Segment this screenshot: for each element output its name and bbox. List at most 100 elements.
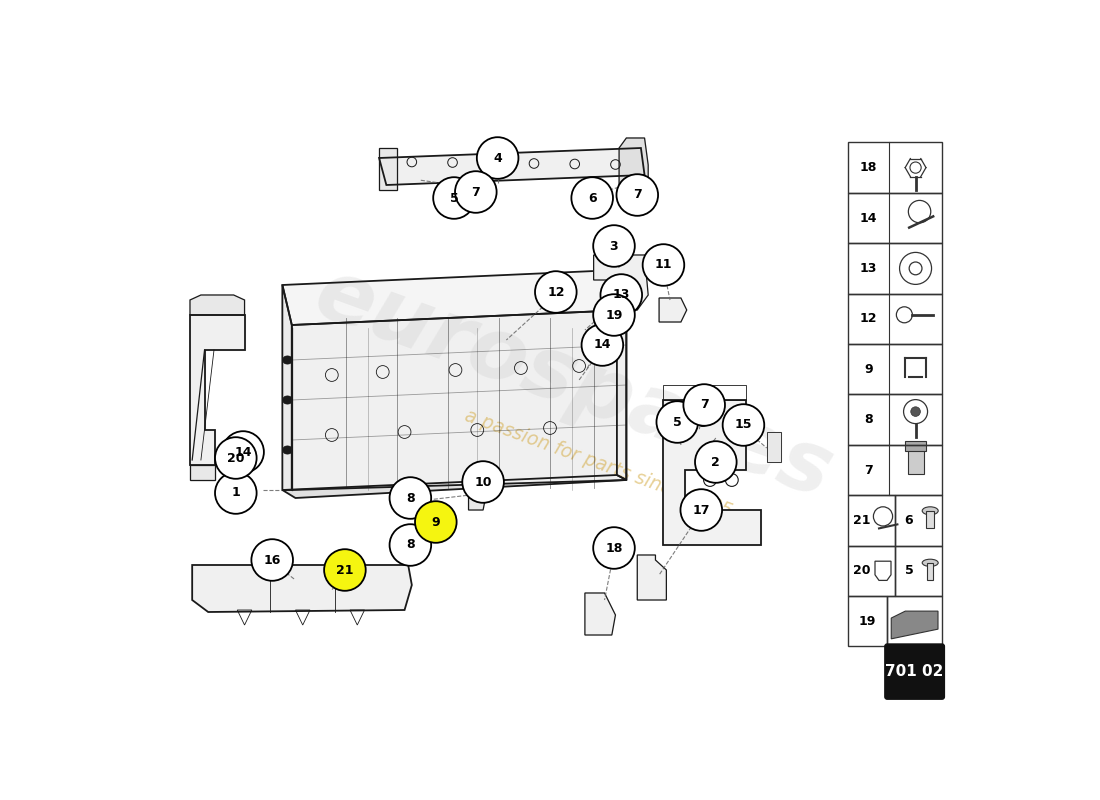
Circle shape bbox=[283, 356, 290, 364]
Polygon shape bbox=[379, 148, 397, 190]
Text: 8: 8 bbox=[406, 491, 415, 505]
Text: 6: 6 bbox=[904, 514, 913, 527]
Circle shape bbox=[462, 461, 504, 503]
Polygon shape bbox=[617, 270, 626, 480]
Polygon shape bbox=[662, 400, 761, 545]
Text: 4: 4 bbox=[493, 151, 502, 165]
Circle shape bbox=[433, 178, 475, 218]
Text: 15: 15 bbox=[735, 418, 752, 431]
Text: 6: 6 bbox=[587, 191, 596, 205]
Polygon shape bbox=[283, 285, 292, 490]
Polygon shape bbox=[283, 270, 626, 325]
Ellipse shape bbox=[922, 507, 938, 515]
Text: 10: 10 bbox=[474, 475, 492, 489]
Bar bbox=[905, 442, 926, 451]
Bar bbox=[848, 546, 894, 596]
Text: 14: 14 bbox=[594, 338, 612, 351]
Circle shape bbox=[571, 178, 613, 218]
Text: 7: 7 bbox=[632, 189, 641, 202]
Bar bbox=[927, 562, 934, 580]
Bar bbox=[908, 448, 924, 474]
Polygon shape bbox=[637, 555, 667, 600]
Polygon shape bbox=[659, 298, 686, 322]
Ellipse shape bbox=[922, 559, 938, 566]
Text: 5: 5 bbox=[673, 415, 682, 429]
Bar bbox=[848, 142, 942, 193]
Circle shape bbox=[455, 171, 496, 213]
Bar bbox=[848, 394, 942, 445]
Text: 2: 2 bbox=[712, 455, 720, 469]
Text: 13: 13 bbox=[860, 262, 877, 275]
Circle shape bbox=[214, 472, 256, 514]
Polygon shape bbox=[190, 315, 244, 465]
Circle shape bbox=[723, 404, 764, 446]
Text: eurospares: eurospares bbox=[304, 252, 844, 516]
Circle shape bbox=[222, 431, 264, 473]
Polygon shape bbox=[469, 470, 486, 510]
Bar bbox=[848, 445, 942, 495]
Text: 7: 7 bbox=[700, 398, 708, 411]
Text: 7: 7 bbox=[472, 186, 481, 198]
Circle shape bbox=[284, 356, 293, 364]
Polygon shape bbox=[767, 432, 781, 462]
Bar bbox=[888, 596, 942, 646]
Bar bbox=[894, 546, 942, 596]
Text: 11: 11 bbox=[654, 258, 672, 271]
Text: 18: 18 bbox=[860, 161, 877, 174]
Text: 1: 1 bbox=[231, 486, 240, 499]
Text: 20: 20 bbox=[852, 564, 870, 578]
Bar bbox=[848, 596, 888, 646]
Text: 19: 19 bbox=[605, 309, 623, 322]
Text: 21: 21 bbox=[852, 514, 870, 527]
Circle shape bbox=[535, 271, 576, 313]
Text: 701 02: 701 02 bbox=[886, 664, 944, 679]
Circle shape bbox=[642, 244, 684, 286]
Circle shape bbox=[283, 396, 290, 404]
Text: 14: 14 bbox=[234, 446, 252, 458]
Polygon shape bbox=[292, 310, 626, 490]
Text: 7: 7 bbox=[864, 463, 872, 477]
Text: 21: 21 bbox=[337, 563, 354, 577]
Circle shape bbox=[616, 174, 658, 216]
Text: 12: 12 bbox=[547, 286, 564, 298]
Circle shape bbox=[593, 294, 635, 336]
Polygon shape bbox=[891, 611, 938, 639]
Circle shape bbox=[582, 324, 624, 366]
Circle shape bbox=[324, 549, 365, 590]
Circle shape bbox=[683, 384, 725, 426]
Circle shape bbox=[415, 501, 456, 542]
Circle shape bbox=[681, 489, 722, 531]
Circle shape bbox=[911, 406, 921, 416]
Text: 13: 13 bbox=[613, 289, 630, 302]
Bar bbox=[848, 495, 894, 546]
Polygon shape bbox=[192, 565, 411, 612]
Bar bbox=[848, 193, 942, 243]
Polygon shape bbox=[283, 475, 626, 498]
Circle shape bbox=[389, 524, 431, 566]
Circle shape bbox=[657, 402, 698, 443]
Text: 16: 16 bbox=[264, 554, 280, 566]
Text: 14: 14 bbox=[859, 211, 877, 225]
Circle shape bbox=[252, 539, 293, 581]
Text: 9: 9 bbox=[865, 362, 872, 376]
Polygon shape bbox=[190, 465, 216, 480]
Text: 18: 18 bbox=[605, 542, 623, 554]
Text: 19: 19 bbox=[859, 614, 876, 628]
Polygon shape bbox=[585, 593, 616, 635]
Text: a passion for parts since 1985: a passion for parts since 1985 bbox=[462, 406, 735, 522]
FancyBboxPatch shape bbox=[884, 644, 945, 699]
Circle shape bbox=[476, 138, 518, 178]
Circle shape bbox=[601, 274, 642, 316]
Text: 3: 3 bbox=[609, 239, 618, 253]
Circle shape bbox=[214, 437, 256, 478]
Circle shape bbox=[284, 396, 293, 404]
Text: 9: 9 bbox=[431, 515, 440, 529]
Bar bbox=[848, 243, 942, 294]
Bar bbox=[848, 344, 942, 394]
Polygon shape bbox=[190, 295, 244, 315]
Circle shape bbox=[283, 446, 290, 454]
Circle shape bbox=[284, 446, 293, 454]
Text: 8: 8 bbox=[406, 538, 415, 551]
Circle shape bbox=[389, 477, 431, 519]
Polygon shape bbox=[379, 148, 645, 185]
